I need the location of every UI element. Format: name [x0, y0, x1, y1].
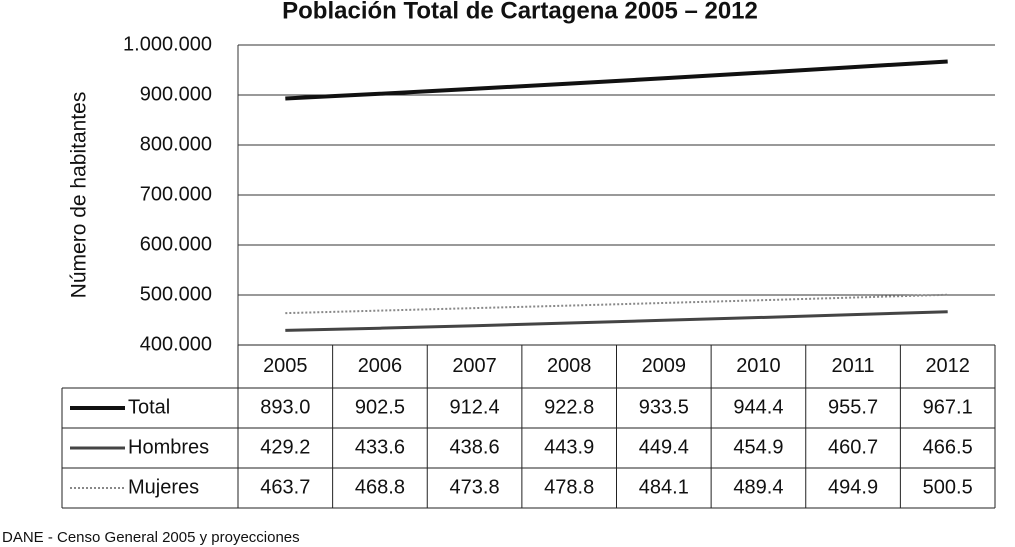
y-tick-label: 1.000.000: [123, 33, 212, 55]
x-tick-label: 2009: [642, 355, 687, 377]
x-tick-label: 2005: [263, 355, 308, 377]
table-cell: 478.8: [544, 476, 594, 498]
source: DANE - Censo General 2005 y proyecciones: [2, 529, 300, 546]
table-cell: 922.8: [544, 396, 594, 418]
table-cell: 893.0: [260, 396, 310, 418]
series-line: [285, 310, 948, 332]
y-tick-label: 500.000: [140, 283, 212, 305]
table-cell: 460.7: [828, 436, 878, 458]
x-tick-label: 2008: [547, 355, 592, 377]
x-tick-label: 2012: [925, 355, 970, 377]
table-cell: 466.5: [923, 436, 973, 458]
y-tick-label: 400.000: [140, 333, 212, 355]
series-line: [285, 59, 948, 101]
table-cell: 902.5: [355, 396, 405, 418]
table-cell: 463.7: [260, 476, 310, 498]
y-tick-label: 900.000: [140, 83, 212, 105]
table-cell: 429.2: [260, 436, 310, 458]
chart-title: Población Total de Cartagena 2005 – 2012: [282, 0, 758, 24]
x-tick-label: 2011: [832, 355, 875, 377]
table-cell: 468.8: [355, 476, 405, 498]
y-tick-label: 700.000: [140, 183, 212, 205]
table-cell: 912.4: [450, 396, 500, 418]
table-cell: 500.5: [923, 476, 973, 498]
table-cell: 494.9: [828, 476, 878, 498]
table-cell: 955.7: [828, 396, 878, 418]
legend-label: Total: [128, 396, 170, 418]
table-cell: 454.9: [733, 436, 783, 458]
x-tick-label: 2006: [358, 355, 403, 377]
table-cell: 449.4: [639, 436, 689, 458]
table-cell: 443.9: [544, 436, 594, 458]
x-tick-label: 2010: [736, 355, 781, 377]
y-axis-label: Número de habitantes: [68, 92, 91, 299]
table-cell: 473.8: [450, 476, 500, 498]
series-line: [285, 293, 948, 315]
legend-label: Mujeres: [128, 476, 199, 498]
y-tick-label: 800.000: [140, 133, 212, 155]
table-cell: 489.4: [733, 476, 783, 498]
table-cell: 933.5: [639, 396, 689, 418]
table-cell: 433.6: [355, 436, 405, 458]
x-tick-label: 2007: [452, 355, 497, 377]
y-tick-label: 600.000: [140, 233, 212, 255]
table-cell: 484.1: [639, 476, 689, 498]
table-cell: 967.1: [923, 396, 973, 418]
table-cell: 438.6: [450, 436, 500, 458]
legend-label: Hombres: [128, 436, 209, 458]
table-cell: 944.4: [733, 396, 783, 418]
